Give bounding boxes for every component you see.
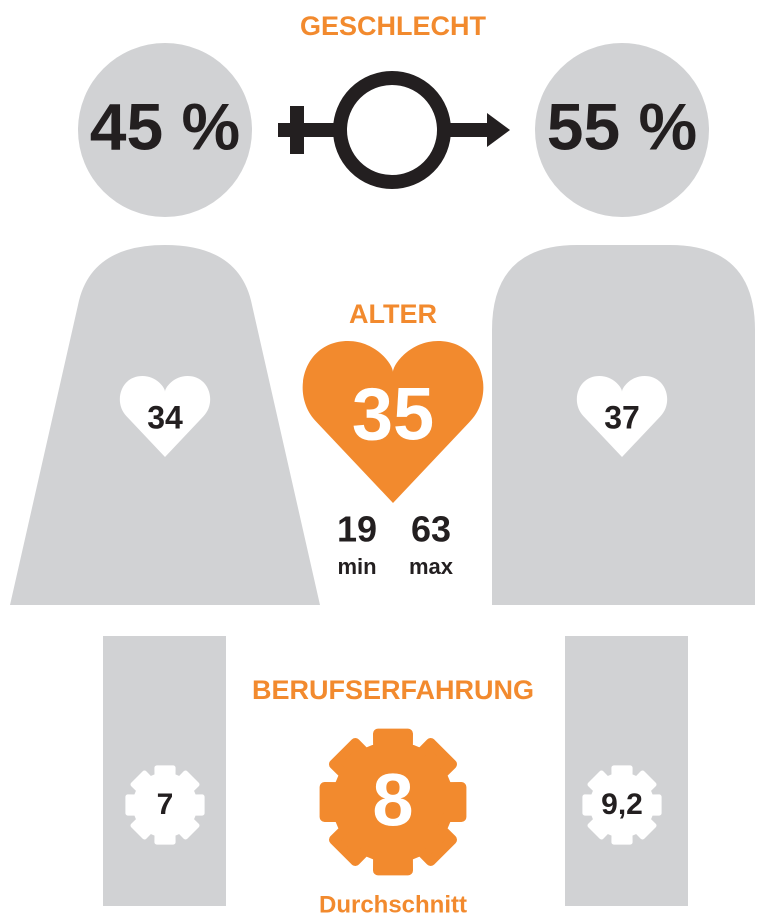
male-age: 37 bbox=[604, 399, 640, 435]
average-experience: 8 bbox=[372, 759, 413, 842]
average-label: Durchschnitt bbox=[319, 891, 467, 918]
male-experience: 9,2 bbox=[601, 788, 643, 821]
age-title: ALTER bbox=[349, 299, 437, 329]
female-experience: 7 bbox=[157, 788, 174, 821]
male-share: 55 % bbox=[547, 89, 697, 163]
min-age: 19 bbox=[337, 509, 377, 550]
female-age: 34 bbox=[147, 399, 183, 435]
female-share: 45 % bbox=[90, 89, 240, 163]
min-label: min bbox=[337, 554, 376, 579]
experience-title: BERUFSERFAHRUNG bbox=[252, 675, 534, 705]
max-age: 63 bbox=[411, 509, 451, 550]
gender-title: GESCHLECHT bbox=[300, 11, 487, 41]
page: GESCHLECHT 45 % 55 % ALTER 34 35 37 19 m… bbox=[0, 0, 757, 924]
arrow-head bbox=[487, 113, 510, 147]
average-age: 35 bbox=[352, 373, 434, 456]
gender-symbol bbox=[278, 78, 492, 182]
infographic: GESCHLECHT 45 % 55 % ALTER 34 35 37 19 m… bbox=[0, 0, 757, 924]
max-label: max bbox=[409, 554, 454, 579]
